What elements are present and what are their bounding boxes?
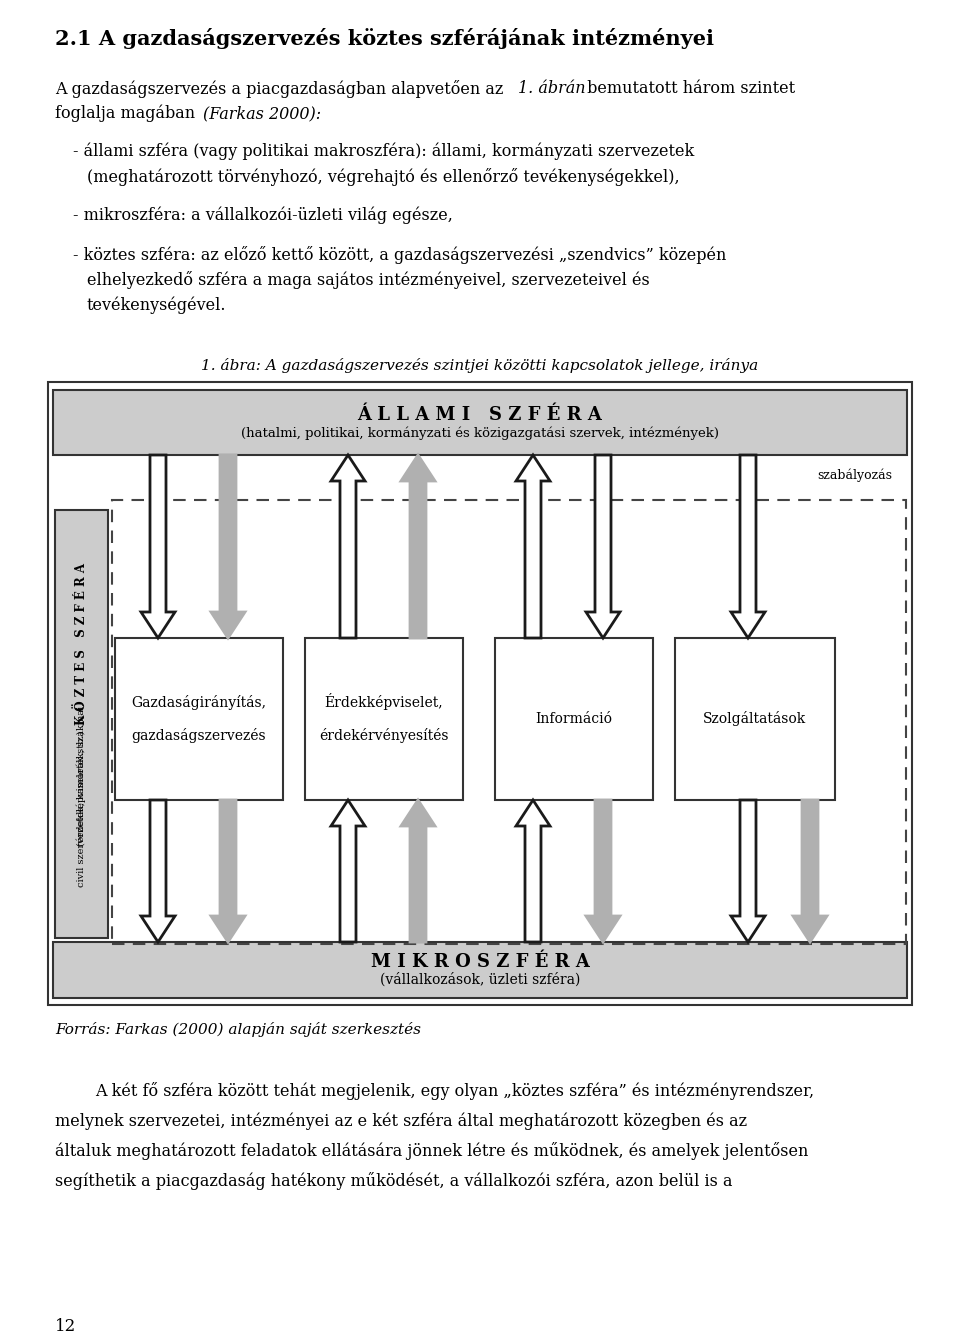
Text: civil szervezetek, kamarák stb.): civil szervezetek, kamarák stb.) [77,730,86,887]
Text: bemutatott három szintet: bemutatott három szintet [582,80,795,96]
Bar [48,382,912,1005]
Text: (Farkas 2000):: (Farkas 2000): [203,105,322,122]
FancyArrow shape [793,800,827,942]
Text: 12: 12 [55,1319,76,1335]
Text: A gazdaságszervezés a piacgazdaságban alapvetően az: A gazdaságszervezés a piacgazdaságban al… [55,80,509,98]
Text: (meghatározott törvényhozó, végrehajtó és ellenőrző tevékenységekkel),: (meghatározott törvényhozó, végrehajtó é… [87,168,680,186]
Text: Szolgáltatások: Szolgáltatások [704,712,806,726]
Text: Érdekképviselet,: Érdekképviselet, [324,693,444,710]
FancyArrow shape [211,456,245,638]
Text: A két fő szféra között tehát megjelenik, egy olyan „köztes szféra” és intézményr: A két fő szféra között tehát megjelenik,… [95,1081,814,1100]
Text: (érdekképviseletek, szakmai,: (érdekképviseletek, szakmai, [77,702,86,846]
Text: szabályozás: szabályozás [818,468,893,481]
Text: 1. ábrán: 1. ábrán [518,80,586,96]
Text: melynek szervezetei, intézményei az e két szféra által meghatározott közegben és: melynek szervezetei, intézményei az e ké… [55,1112,747,1130]
Text: K Ö Z T E S   S Z F É R A: K Ö Z T E S S Z F É R A [75,563,88,725]
Bar [675,638,835,800]
Text: Gazdaságirányítás,: Gazdaságirányítás, [132,695,267,710]
Text: segíthetik a piacgazdaság hatékony működését, a vállalkozói szféra, azon belül i: segíthetik a piacgazdaság hatékony működ… [55,1172,732,1190]
Text: (vállalkozások, üzleti szféra): (vállalkozások, üzleti szféra) [380,973,580,988]
Text: 1. ábra: A gazdaságszervezés szintjei közötti kapcsolatok jellege, iránya: 1. ábra: A gazdaságszervezés szintjei kö… [202,358,758,373]
Bar [495,638,653,800]
Text: (hatalmi, politikai, kormányzati és közigazgatási szervek, intézmények): (hatalmi, politikai, kormányzati és közi… [241,426,719,441]
FancyArrow shape [141,456,175,638]
FancyArrow shape [141,800,175,942]
FancyArrow shape [586,456,620,638]
Bar [53,390,907,456]
Text: általuk meghatározott feladatok ellátására jönnek létre és működnek, és amelyek : általuk meghatározott feladatok ellátásá… [55,1142,808,1160]
FancyArrow shape [401,800,435,942]
FancyArrow shape [516,800,550,942]
Text: 2.1 A gazdaságszervezés köztes szférájának intézményei: 2.1 A gazdaságszervezés köztes szféráján… [55,28,714,50]
Text: Forrás: Farkas (2000) alapján saját szerkesztés: Forrás: Farkas (2000) alapján saját szer… [55,1022,421,1037]
FancyArrow shape [731,456,765,638]
FancyArrow shape [331,800,365,942]
Text: gazdaságszervezés: gazdaságszervezés [132,728,266,742]
Text: elhelyezkedő szféra a maga sajátos intézményeivel, szervezeteivel és: elhelyezkedő szféra a maga sajátos intéz… [87,271,650,289]
FancyArrow shape [731,800,765,942]
Text: - mikroszféra: a vállalkozói-üzleti világ egésze,: - mikroszféra: a vállalkozói-üzleti vilá… [73,206,453,225]
Bar [55,511,108,938]
Text: tevékenységével.: tevékenységével. [87,296,227,314]
FancyArrow shape [516,456,550,638]
Bar [115,638,283,800]
Text: Információ: Információ [536,712,612,726]
Text: M I K R O S Z F É R A: M I K R O S Z F É R A [371,953,589,972]
Bar [53,942,907,998]
Text: Á L L A M I   S Z F É R A: Á L L A M I S Z F É R A [357,406,603,425]
Text: foglalja magában: foglalja magában [55,105,201,122]
Bar [305,638,463,800]
FancyArrow shape [586,800,620,942]
Text: - állami szféra (vagy politikai makroszféra): állami, kormányzati szervezetek: - állami szféra (vagy politikai makroszf… [73,143,694,161]
FancyArrow shape [331,456,365,638]
Bar [112,500,906,943]
FancyArrow shape [401,456,435,638]
FancyArrow shape [211,800,245,942]
Text: - köztes szféra: az előző kettő között, a gazdaságszervezési „szendvics” közepén: - köztes szféra: az előző kettő között, … [73,247,727,264]
Text: érdekérvényesítés: érdekérvényesítés [320,728,448,742]
